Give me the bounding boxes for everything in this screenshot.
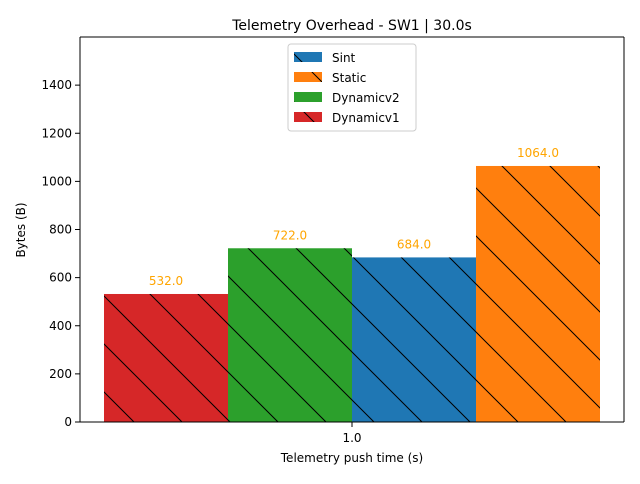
bar-hatch-dynamicv2 [228, 248, 352, 422]
bar-value-label-static: 1064.0 [517, 146, 559, 160]
y-tick-label: 0 [64, 415, 72, 429]
bar-hatch-dynamicv1 [104, 293, 228, 422]
x-axis-label: Telemetry push time (s) [280, 451, 423, 465]
chart-title: Telemetry Overhead - SW1 | 30.0s [231, 18, 472, 34]
y-axis-label: Bytes (B) [14, 202, 28, 257]
legend-label-sint: Sint [332, 51, 356, 65]
legend-box [287, 43, 417, 132]
legend-swatch-hatch-static [294, 72, 322, 82]
legend-label-static: Static [332, 71, 366, 85]
y-tick-label: 1400 [41, 78, 72, 92]
legend-label-dynamicv2: Dynamicv2 [332, 91, 400, 105]
y-tick-label: 800 [49, 223, 72, 237]
plot-area: 532.0 722.0 684.0 1064.0 0 200 400 600 800 1000 12… [41, 36, 625, 445]
legend-label-dynamicv1: Dynamicv1 [332, 111, 400, 125]
legend: Sint Static Dynamicv2 Dynamicv1 [287, 43, 417, 132]
legend-swatch-hatch-dynamicv2 [294, 92, 322, 102]
y-tick-label: 600 [49, 271, 72, 285]
legend-swatch-hatch-sint [294, 52, 322, 62]
y-tick-label: 1000 [41, 174, 72, 188]
legend-swatch-hatch-dynamicv1 [294, 112, 322, 122]
y-tick-label: 1200 [41, 126, 72, 140]
x-tick-label: 1.0 [342, 431, 361, 445]
y-tick-label: 400 [49, 319, 72, 333]
bar-value-label-sint: 684.0 [397, 237, 431, 251]
bar-hatch-sint [352, 257, 476, 422]
bar-hatch-static [476, 165, 600, 422]
bar-value-label-dynamicv1: 532.0 [149, 274, 183, 288]
bar-value-label-dynamicv2: 722.0 [273, 228, 307, 242]
y-tick-label: 200 [49, 367, 72, 381]
